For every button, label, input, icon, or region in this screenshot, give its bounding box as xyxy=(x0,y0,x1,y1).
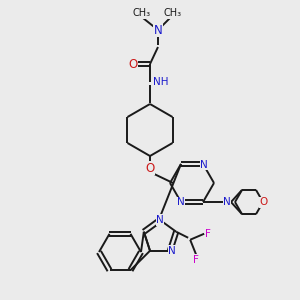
Text: F: F xyxy=(193,255,199,265)
Text: N: N xyxy=(154,23,162,37)
Text: CH₃: CH₃ xyxy=(133,8,151,18)
Text: N: N xyxy=(223,197,231,207)
Text: CH₃: CH₃ xyxy=(163,9,181,19)
Text: NH: NH xyxy=(152,77,168,87)
Text: F: F xyxy=(205,229,211,239)
Text: O: O xyxy=(260,197,268,207)
Text: N: N xyxy=(156,215,164,225)
Text: NH: NH xyxy=(153,77,169,87)
Text: N: N xyxy=(154,23,162,37)
Text: N: N xyxy=(200,160,208,170)
Text: O: O xyxy=(146,161,154,175)
Text: N: N xyxy=(177,197,185,207)
Text: CH₃: CH₃ xyxy=(164,8,182,18)
Text: CH₃: CH₃ xyxy=(134,9,152,19)
Text: N: N xyxy=(168,246,176,256)
Text: O: O xyxy=(128,58,138,70)
